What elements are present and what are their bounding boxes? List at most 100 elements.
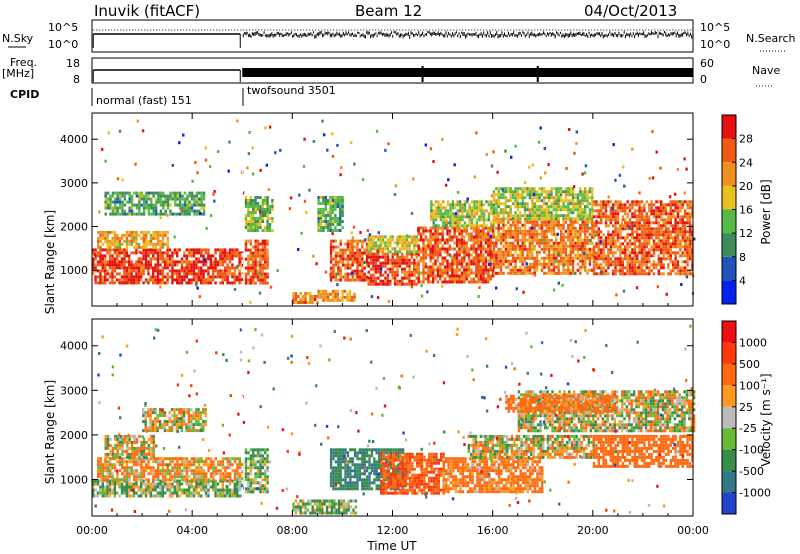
power-cell [135,230,138,234]
power-cell [429,238,432,242]
power-cell [367,279,370,283]
power-cell [468,224,471,228]
power-cell [564,244,568,248]
power-cell [188,263,191,267]
power-cell [466,224,469,228]
power-scatter [410,211,414,215]
power-cell [121,203,124,207]
power-cell [202,194,206,198]
power-cell [377,252,380,256]
power-cell [429,280,432,284]
power-cell [192,248,196,252]
power-cell [538,262,541,266]
power-cell [372,273,375,277]
power-cell [176,263,179,267]
power-cell [662,206,665,210]
power-cell [351,248,354,252]
power-cell [616,233,620,237]
power-cell [99,272,102,276]
power-cell [479,280,483,284]
power-cell [591,235,594,239]
power-scatter [110,206,113,210]
power-cell [247,214,250,217]
power-cell [672,260,675,264]
power-cell [381,282,385,286]
power-cell [660,200,663,204]
power-cell [104,194,107,198]
power-cell [444,218,447,222]
power-cell [111,257,114,261]
power-cell [200,191,203,195]
power-cell [686,218,689,222]
power-scatter [194,160,197,164]
power-cell [149,248,152,252]
power-cell [473,200,476,204]
cpid-segment-1: normal (fast) 151 [96,94,192,107]
power-cell [648,236,651,240]
power-cell [526,202,529,206]
power-cell [523,229,527,233]
power-scatter [331,132,334,136]
power-cell [475,256,478,260]
nsky-label: N.Sky [2,32,34,45]
power-cell [691,263,694,267]
power-cell [317,292,320,296]
power-cell [185,275,188,279]
power-cell [125,245,129,249]
power-cell [691,257,694,261]
power-cell [583,259,587,263]
power-cell [545,247,548,251]
power-cell [116,272,119,276]
power-cell [401,279,404,283]
power-cell [188,266,191,270]
power-cell [231,275,234,279]
power-cell [538,223,541,227]
power-cell [576,202,580,206]
power-cell [256,205,260,208]
power-cell [202,254,205,258]
power-cell [502,220,505,224]
power-cell [104,203,107,207]
power-cell [545,223,548,227]
power-cell [602,215,605,219]
power-cell [451,235,454,239]
power-cell [147,191,151,195]
power-cell [591,220,594,224]
power-cell [374,247,378,251]
power-cell [465,247,468,251]
power-cell [130,203,134,207]
power-cell [228,251,232,255]
power-cell [353,239,357,243]
power-cell [583,235,587,239]
power-cell [125,278,128,282]
power-cell [667,236,670,240]
power-cell [391,267,394,271]
power-cell [463,206,467,210]
power-cell [492,193,496,197]
power-cell [507,226,510,230]
power-cell [396,267,399,271]
power-scatter [312,254,315,258]
power-cell [120,251,124,255]
power-cell [576,238,580,242]
power-cell [147,206,151,210]
power-cell [489,256,492,260]
power-cell [441,226,444,230]
power-cell [638,248,641,252]
power-cell [499,211,503,215]
power-cell [319,289,323,293]
power-cell [550,256,553,260]
power-scatter [600,270,603,274]
power-cell [116,236,119,240]
power-cell [417,244,420,248]
power-cell [545,214,548,218]
power-cell [432,209,435,213]
power-cell [667,251,670,255]
power-scatter [258,273,261,277]
power-cell [431,280,435,284]
power-cell [166,260,169,264]
power-cell [437,203,440,207]
power-cell [504,202,508,206]
power-cell [116,263,119,267]
power-cell [396,273,399,277]
